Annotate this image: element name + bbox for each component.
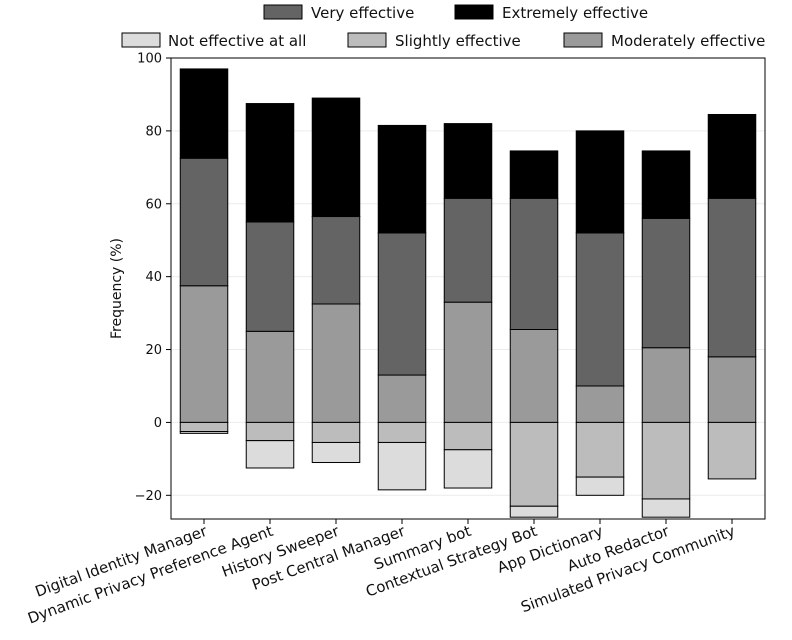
bar-extremely-effective — [509, 150, 559, 199]
bar-extremely-effective — [377, 124, 427, 234]
bar-slightly-effective — [311, 421, 361, 443]
legend-swatch-not-effective-at-all — [121, 32, 161, 48]
y-axis-label: Frequency (%) — [109, 238, 125, 339]
bar-very-effective — [509, 197, 559, 330]
y-tick-label: −20 — [135, 489, 162, 504]
legend-label-moderately-effective: Moderately effective — [611, 32, 765, 50]
legend-swatch-very-effective — [263, 4, 303, 20]
bar-moderately-effective — [311, 303, 361, 423]
bar-moderately-effective — [707, 356, 757, 423]
bar-very-effective — [377, 232, 427, 376]
bar-very-effective — [443, 197, 493, 303]
legend-swatch-slightly-effective — [347, 32, 387, 48]
bar-not-effective-at-all — [575, 476, 625, 496]
bar-extremely-effective — [245, 103, 295, 223]
bar-slightly-effective — [377, 421, 427, 443]
y-tick-label: 0 — [154, 416, 162, 431]
bar-extremely-effective — [707, 113, 757, 199]
bar-not-effective-at-all — [509, 505, 559, 518]
bar-extremely-effective — [179, 68, 229, 159]
y-axis: −20 0 20 40 60 80 100 — [135, 52, 171, 504]
y-tick-label: 80 — [145, 124, 162, 139]
bar-extremely-effective — [311, 97, 361, 218]
bar-slightly-effective — [707, 421, 757, 480]
bar-not-effective-at-all — [245, 440, 295, 469]
legend-swatch-moderately-effective — [563, 32, 603, 48]
bar-slightly-effective — [245, 421, 295, 442]
bar-very-effective — [575, 232, 625, 387]
bar-very-effective — [311, 216, 361, 305]
bar-not-effective-at-all — [179, 431, 229, 434]
bar-moderately-effective — [443, 301, 493, 423]
legend-label-slightly-effective: Slightly effective — [395, 32, 521, 50]
bar-moderately-effective — [575, 385, 625, 423]
y-tick-label: 20 — [145, 343, 162, 358]
bar-extremely-effective — [641, 150, 691, 219]
bar-moderately-effective — [509, 328, 559, 423]
legend-swatch-extremely-effective — [454, 4, 494, 20]
legend-label-not-effective-at-all: Not effective at all — [168, 32, 306, 50]
bars — [179, 68, 757, 518]
bar-not-effective-at-all — [377, 441, 427, 491]
legend: Very effective Extremely effective Not e… — [121, 4, 765, 50]
bar-moderately-effective — [179, 285, 229, 423]
bar-moderately-effective — [641, 347, 691, 423]
bar-moderately-effective — [377, 374, 427, 423]
bar-very-effective — [641, 217, 691, 349]
legend-label-very-effective: Very effective — [311, 4, 414, 22]
bar-slightly-effective — [179, 421, 229, 433]
bar-slightly-effective — [641, 421, 691, 500]
bar-slightly-effective — [443, 421, 493, 451]
bar-moderately-effective — [245, 330, 295, 423]
bar-not-effective-at-all — [311, 441, 361, 464]
bar-very-effective — [245, 221, 295, 332]
bar-extremely-effective — [575, 130, 625, 234]
y-tick-label: 100 — [137, 52, 162, 67]
bar-not-effective-at-all — [443, 449, 493, 489]
bar-very-effective — [707, 197, 757, 358]
bar-slightly-effective — [575, 421, 625, 478]
plot-frame — [170, 57, 766, 520]
y-tick-label: 40 — [145, 270, 162, 285]
legend-label-extremely-effective: Extremely effective — [502, 4, 648, 22]
bar-slightly-effective — [509, 421, 559, 507]
y-tick-label: 60 — [145, 197, 162, 212]
bar-extremely-effective — [443, 123, 493, 199]
bar-not-effective-at-all — [641, 498, 691, 518]
bar-very-effective — [179, 157, 229, 287]
